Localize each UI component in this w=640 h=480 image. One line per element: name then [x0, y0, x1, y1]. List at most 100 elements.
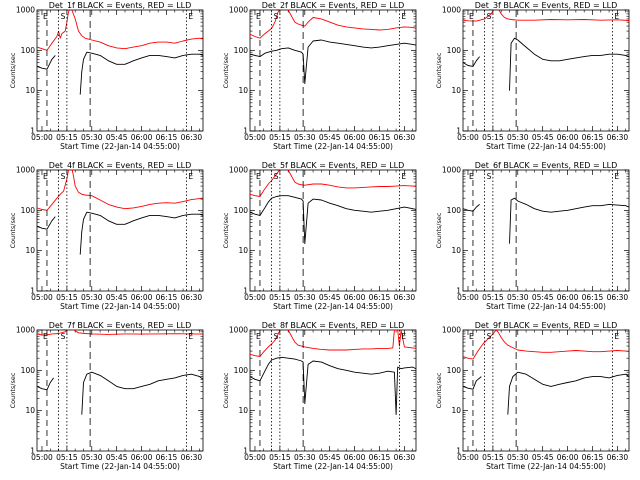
- y-tick-label: 1: [243, 447, 248, 456]
- x-tick-label: 05:00: [31, 453, 53, 462]
- event-marker-label: E: [614, 12, 619, 21]
- series-line-events: [37, 55, 56, 70]
- y-tick-label: 1: [243, 127, 248, 136]
- x-tick-label: 05:45: [106, 293, 128, 302]
- series-group: [463, 197, 629, 244]
- chart-title: Det_1f BLACK = Events, RED = LLD: [49, 1, 192, 10]
- x-axis-label: Start Time (22-Jan-14 04:55:00): [273, 142, 393, 151]
- event-marker-label: E: [469, 332, 474, 341]
- x-tick-label: 06:00: [344, 293, 366, 302]
- x-tick-label: 05:45: [532, 453, 554, 462]
- y-tick-label: 1: [30, 447, 35, 456]
- x-tick-label: 05:30: [81, 293, 103, 302]
- x-tick-label: 05:30: [294, 293, 316, 302]
- x-tick-label: 06:00: [131, 133, 153, 142]
- x-tick-label: 06:30: [181, 133, 203, 142]
- y-axis-label: Counts/sec: [435, 212, 443, 248]
- x-tick-label: 06:30: [181, 293, 203, 302]
- series-line-lld: [37, 330, 203, 336]
- plot-frame: [36, 329, 204, 452]
- series-line-events: [79, 211, 203, 255]
- x-tick-label: 06:00: [557, 453, 579, 462]
- x-tick-label: 06:30: [607, 293, 629, 302]
- x-tick-label: 05:15: [482, 293, 504, 302]
- chart-panel-1: Det_1f BLACK = Events, RED = LLD 1 10 100 10…: [9, 1, 204, 151]
- x-tick-label: 06:15: [156, 293, 178, 302]
- y-axis-label: Counts/sec: [222, 212, 230, 248]
- event-marker-label: E: [188, 172, 193, 181]
- y-tick-label: 100: [234, 46, 249, 55]
- y-tick-label: 10: [451, 246, 461, 255]
- y-tick-label: 1000: [442, 6, 461, 15]
- chart-panel-2: Det_2f BLACK = Events, RED = LLD 1 10 100 10…: [222, 1, 417, 151]
- chart-title: Det_6f BLACK = Events, RED = LLD: [475, 161, 618, 170]
- series-line-events: [37, 216, 56, 230]
- x-tick-label: 06:00: [131, 293, 153, 302]
- y-tick-label: 10: [25, 86, 35, 95]
- y-tick-label: 100: [447, 46, 462, 55]
- x-tick-label: 05:15: [482, 453, 504, 462]
- chart-title: Det_5f BLACK = Events, RED = LLD: [262, 161, 405, 170]
- y-tick-label: 100: [21, 206, 36, 215]
- series-line-events: [250, 39, 416, 85]
- plot-frame: [462, 169, 630, 292]
- x-tick-label: 05:45: [319, 293, 341, 302]
- event-marker-label: S: [487, 172, 492, 181]
- chart-title: Det_7f BLACK = Events, RED = LLD: [49, 321, 192, 330]
- x-tick-label: 06:00: [557, 293, 579, 302]
- x-tick-label: 05:00: [457, 293, 479, 302]
- x-tick-label: 06:30: [607, 453, 629, 462]
- event-marker-label: S: [487, 12, 492, 21]
- y-tick-label: 100: [21, 46, 36, 55]
- x-axis-label: Start Time (22-Jan-14 04:55:00): [60, 142, 180, 151]
- x-axis-label: Start Time (22-Jan-14 04:55:00): [486, 462, 606, 471]
- series-line-events: [463, 56, 480, 67]
- series-line-lld: [37, 170, 203, 211]
- x-axis-label: Start Time (22-Jan-14 04:55:00): [60, 302, 180, 311]
- y-tick-label: 1: [456, 287, 461, 296]
- chart-panel-4: Det_4f BLACK = Events, RED = LLD 1 10 100 10…: [9, 161, 204, 311]
- x-tick-label: 05:45: [319, 133, 341, 142]
- event-marker-label: S: [61, 172, 66, 181]
- x-axis-label: Start Time (22-Jan-14 04:55:00): [486, 302, 606, 311]
- chart-title: Det_4f BLACK = Events, RED = LLD: [49, 161, 192, 170]
- chart-panel-8: Det_8f BLACK = Events, RED = LLD 1 10 100 10…: [222, 321, 417, 471]
- chart-panel-7: Det_7f BLACK = Events, RED = LLD 1 10 100 10…: [9, 321, 204, 471]
- x-axis-label: Start Time (22-Jan-14 04:55:00): [60, 462, 180, 471]
- y-axis-label: Counts/sec: [222, 52, 230, 88]
- x-tick-label: 06:15: [369, 293, 391, 302]
- y-tick-label: 1000: [229, 6, 248, 15]
- x-tick-label: 05:15: [269, 453, 291, 462]
- event-marker-label: E: [401, 332, 406, 341]
- chart-panel-9: Det_9f BLACK = Events, RED = LLD 1 10 100 10…: [435, 321, 630, 471]
- x-tick-label: 05:15: [56, 293, 78, 302]
- y-tick-label: 1000: [442, 166, 461, 175]
- series-line-lld: [463, 10, 629, 22]
- y-tick-label: 10: [25, 406, 35, 415]
- y-tick-label: 1000: [229, 326, 248, 335]
- series-line-events: [507, 371, 629, 415]
- event-marker-label: E: [43, 12, 48, 21]
- series-line-lld: [250, 330, 416, 357]
- plot-frame: [36, 9, 204, 132]
- event-marker-label: E: [614, 332, 619, 341]
- x-tick-label: 05:00: [31, 133, 53, 142]
- x-tick-label: 06:30: [607, 133, 629, 142]
- x-tick-label: 05:45: [532, 293, 554, 302]
- event-marker-label: S: [274, 12, 279, 21]
- x-tick-label: 05:00: [244, 453, 266, 462]
- plot-frame: [36, 169, 204, 292]
- x-tick-label: 06:30: [394, 133, 416, 142]
- y-axis-label: Counts/sec: [222, 372, 230, 408]
- y-tick-label: 10: [451, 86, 461, 95]
- x-tick-label: 06:15: [582, 133, 604, 142]
- series-group: [463, 330, 629, 415]
- x-tick-label: 06:15: [156, 453, 178, 462]
- y-tick-label: 10: [238, 406, 248, 415]
- x-tick-label: 05:45: [106, 133, 128, 142]
- x-tick-label: 05:15: [56, 133, 78, 142]
- x-tick-label: 05:00: [244, 293, 266, 302]
- event-marker-label: S: [274, 172, 279, 181]
- x-tick-label: 05:30: [294, 453, 316, 462]
- y-tick-label: 10: [238, 246, 248, 255]
